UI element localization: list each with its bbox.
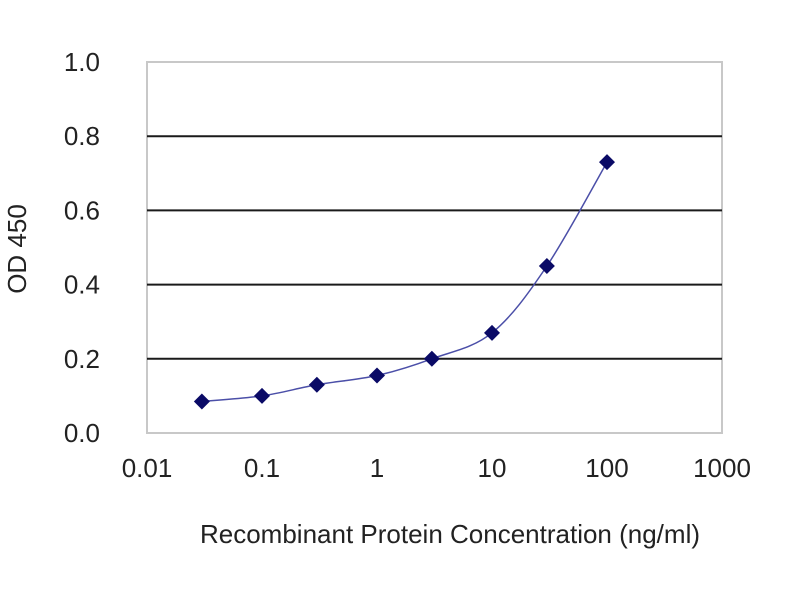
x-tick-label: 0.01 (122, 453, 173, 483)
data-point-diamond (193, 393, 210, 410)
x-tick-label: 0.1 (244, 453, 280, 483)
x-tick-label: 10 (478, 453, 507, 483)
y-axis-title: OD 450 (2, 204, 32, 294)
series-points (193, 154, 615, 410)
y-tick-label: 0.6 (64, 195, 100, 225)
y-tick-label: 0.4 (64, 270, 100, 300)
x-axis-title: Recombinant Protein Concentration (ng/ml… (200, 519, 700, 549)
data-point-diamond (423, 350, 440, 367)
x-tick-labels: 0.01 0.1 1 10 100 1000 (122, 453, 751, 483)
y-tick-label: 0.8 (64, 121, 100, 151)
y-tick-label: 1.0 (64, 47, 100, 77)
data-point-diamond (599, 154, 615, 171)
y-tick-label: 0.0 (64, 418, 100, 448)
data-point-diamond (308, 376, 325, 393)
data-point-diamond (369, 367, 385, 384)
plot-frame (146, 61, 723, 434)
data-point-diamond (254, 387, 270, 404)
data-point-diamond (538, 258, 555, 275)
x-tick-label: 100 (585, 453, 628, 483)
x-tick-label: 1000 (693, 453, 751, 483)
x-tick-label: 1 (370, 453, 384, 483)
y-tick-label: 0.2 (64, 344, 100, 374)
y-tick-labels: 0.0 0.2 0.4 0.6 0.8 1.0 (64, 47, 100, 448)
data-point-diamond (484, 324, 500, 341)
